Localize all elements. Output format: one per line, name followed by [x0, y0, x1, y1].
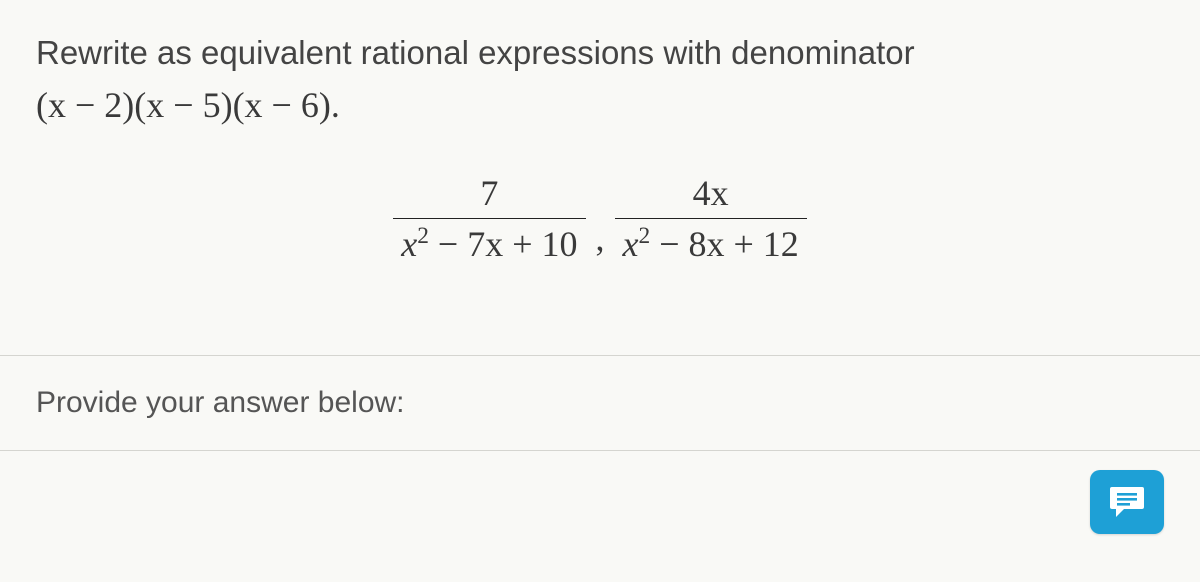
- fraction-2: 4x x2 − 8x + 12: [615, 172, 807, 265]
- factor-1: (x − 2): [36, 85, 134, 125]
- fraction-1: 7 x2 − 7x + 10: [393, 172, 585, 265]
- answer-prompt: Provide your answer below:: [0, 356, 1200, 450]
- target-denominator: (x − 2)(x − 5)(x − 6).: [36, 78, 1164, 132]
- fraction-1-numerator: 7: [472, 172, 506, 218]
- factor-3: (x − 6): [233, 85, 331, 125]
- divider-bottom: [0, 450, 1200, 451]
- fraction-1-denominator: x2 − 7x + 10: [393, 218, 585, 265]
- question-container: Rewrite as equivalent rational expressio…: [0, 0, 1200, 265]
- question-prompt: Rewrite as equivalent rational expressio…: [36, 28, 1164, 78]
- denominator-period: .: [331, 85, 340, 125]
- chat-button[interactable]: [1090, 470, 1164, 534]
- expression-row: 7 x2 − 7x + 10 , 4x x2 − 8x + 12: [36, 172, 1164, 265]
- expression-separator: ,: [596, 217, 605, 259]
- fraction-2-numerator: 4x: [685, 172, 737, 218]
- chat-icon: [1108, 485, 1146, 519]
- fraction-2-denominator: x2 − 8x + 12: [615, 218, 807, 265]
- factor-2: (x − 5): [134, 85, 232, 125]
